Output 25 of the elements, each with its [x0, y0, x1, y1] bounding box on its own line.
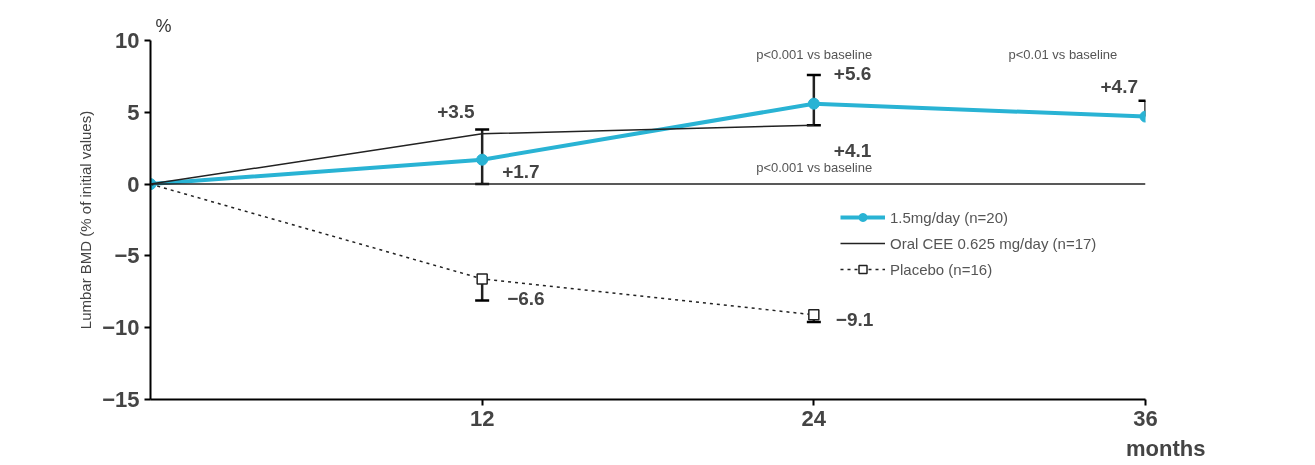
y-tick-label: 0 [127, 171, 140, 197]
y-tick-label: −15 [102, 387, 140, 412]
annotation: p<0.01 vs baseline [1008, 47, 1118, 63]
data-label: +3.5 [437, 101, 476, 123]
data-label: +4.7 [1100, 76, 1139, 98]
x-tick-label: 36 [1133, 405, 1158, 431]
y-tick-label: 5 [127, 99, 140, 125]
annotation: p<0.001 vs baseline [756, 47, 873, 63]
y-tick-label: −10 [102, 315, 140, 341]
text: % [155, 15, 172, 36]
data-label: −9.1 [835, 309, 874, 331]
legend-label: 1.5mg/day (n=20) [890, 208, 1008, 226]
y-axis-title: Lumbar BMD (% of initial values) [77, 110, 95, 330]
data-label: +5.6 [833, 63, 872, 85]
data-label: +4.1 [833, 139, 872, 161]
legend-label: Oral CEE 0.625 mg/day (n=17) [890, 234, 1097, 252]
data-label: −6.6 [507, 288, 545, 310]
annotation: p<0.001 vs baseline [756, 160, 873, 176]
x-tick-label: 24 [801, 405, 827, 431]
y-tick-label: −5 [114, 243, 140, 269]
x-tick-label: 12 [469, 405, 495, 431]
x-axis-title: months [1126, 435, 1206, 461]
legend-label: Placebo (n=16) [890, 260, 993, 278]
data-label: +1.7 [502, 161, 540, 183]
y-tick-label: 10 [115, 28, 140, 53]
